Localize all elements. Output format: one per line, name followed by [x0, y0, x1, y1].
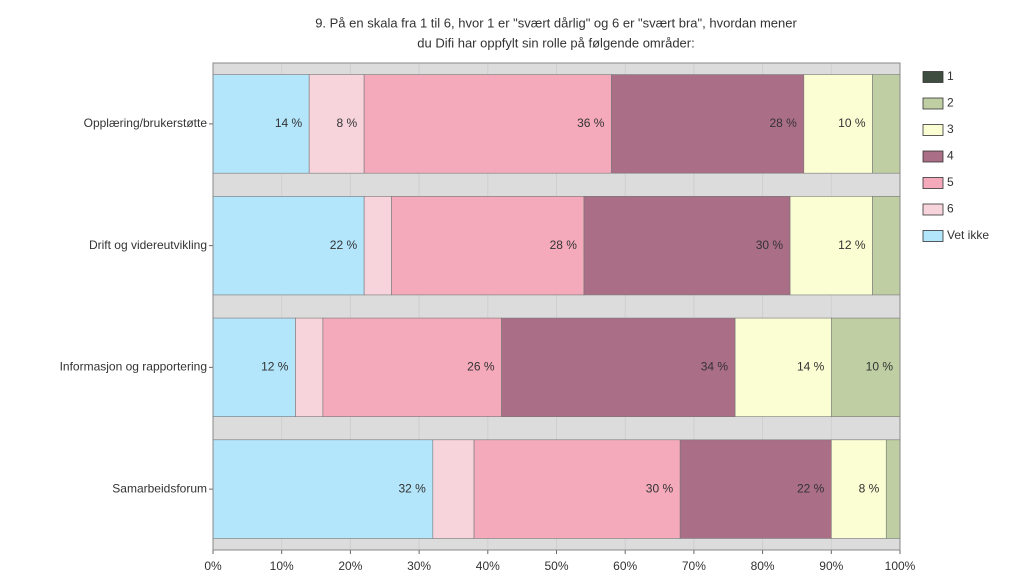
value-label: 28 % — [769, 116, 797, 130]
legend-swatch — [922, 124, 944, 136]
legend-swatch — [922, 230, 944, 242]
value-label: 14 % — [797, 360, 825, 374]
bar-segment — [803, 74, 873, 174]
bar-segment — [391, 196, 585, 296]
x-tick-label: 50% — [544, 559, 568, 573]
x-tick-label: 90% — [819, 559, 843, 573]
bar-segment — [473, 439, 681, 539]
legend-label: 5 — [947, 175, 954, 189]
chart-title: du Difi har oppfylt sin rolle på følgend… — [417, 35, 694, 50]
x-tick-label: 80% — [751, 559, 775, 573]
value-label: 34 % — [701, 360, 729, 374]
value-label: 8 % — [859, 481, 880, 495]
y-tick-label: Samarbeidsforum — [112, 481, 207, 495]
legend-swatch — [922, 150, 944, 163]
value-label: 12 % — [261, 360, 289, 374]
value-label: 30 % — [756, 238, 784, 252]
bar-segment — [212, 196, 365, 296]
legend-swatch — [922, 177, 944, 189]
legend-swatch — [922, 97, 944, 110]
x-tick-label: 40% — [476, 559, 500, 573]
value-label: 8 % — [336, 116, 357, 130]
bar-segment — [501, 317, 736, 417]
bar-segment — [734, 317, 832, 417]
bar-segment — [830, 317, 901, 417]
chart-title: 9. På en skala fra 1 til 6, hvor 1 er "s… — [315, 15, 797, 30]
bar-segment — [872, 74, 901, 174]
y-tick-label: Opplæring/brukerstøtte — [84, 116, 208, 130]
x-tick-label: 30% — [407, 559, 431, 573]
bar-segment — [295, 317, 324, 417]
x-tick-label: 70% — [682, 559, 706, 573]
x-tick-label: 20% — [338, 559, 362, 573]
value-label: 22 % — [797, 481, 825, 495]
x-tick-label: 0% — [204, 559, 222, 573]
bar-segment — [308, 74, 365, 174]
value-label: 14 % — [275, 116, 303, 130]
value-label: 22 % — [330, 238, 358, 252]
bar-segment — [789, 196, 873, 296]
y-tick-label: Informasjon og rapportering — [60, 360, 207, 374]
bar-segment — [885, 439, 901, 539]
value-label: 12 % — [838, 238, 866, 252]
value-label: 28 % — [550, 238, 578, 252]
x-tick-label: 60% — [613, 559, 637, 573]
legend-label: 3 — [947, 122, 954, 136]
bar-segment — [583, 196, 791, 296]
legend-swatch — [922, 203, 944, 216]
plot-border — [212, 62, 901, 551]
x-tick-label: 100% — [885, 559, 916, 573]
bar-segment — [432, 439, 475, 539]
legend-label: 6 — [947, 202, 954, 216]
bar-segment — [872, 196, 901, 296]
bar-segment — [212, 74, 310, 174]
bar-segment — [212, 439, 434, 539]
legend-label: Vet ikke — [947, 228, 989, 242]
bar-segment — [363, 74, 612, 174]
bar-segment — [679, 439, 832, 539]
value-label: 10 % — [838, 116, 866, 130]
legend-label: 1 — [947, 69, 954, 83]
value-label: 26 % — [467, 360, 495, 374]
bar-segment — [830, 439, 887, 539]
value-label: 30 % — [646, 481, 674, 495]
legend-label: 2 — [947, 96, 954, 110]
value-label: 32 % — [398, 481, 426, 495]
value-label: 36 % — [577, 116, 605, 130]
legend-swatch — [922, 71, 944, 83]
bar-segment — [322, 317, 502, 417]
bar-segment — [611, 74, 805, 174]
y-tick-label: Drift og videreutvikling — [89, 238, 207, 252]
x-tick-label: 10% — [270, 559, 294, 573]
bar-segment — [212, 317, 296, 417]
legend-label: 4 — [947, 149, 954, 163]
value-label: 10 % — [866, 360, 894, 374]
bar-segment — [363, 196, 392, 296]
